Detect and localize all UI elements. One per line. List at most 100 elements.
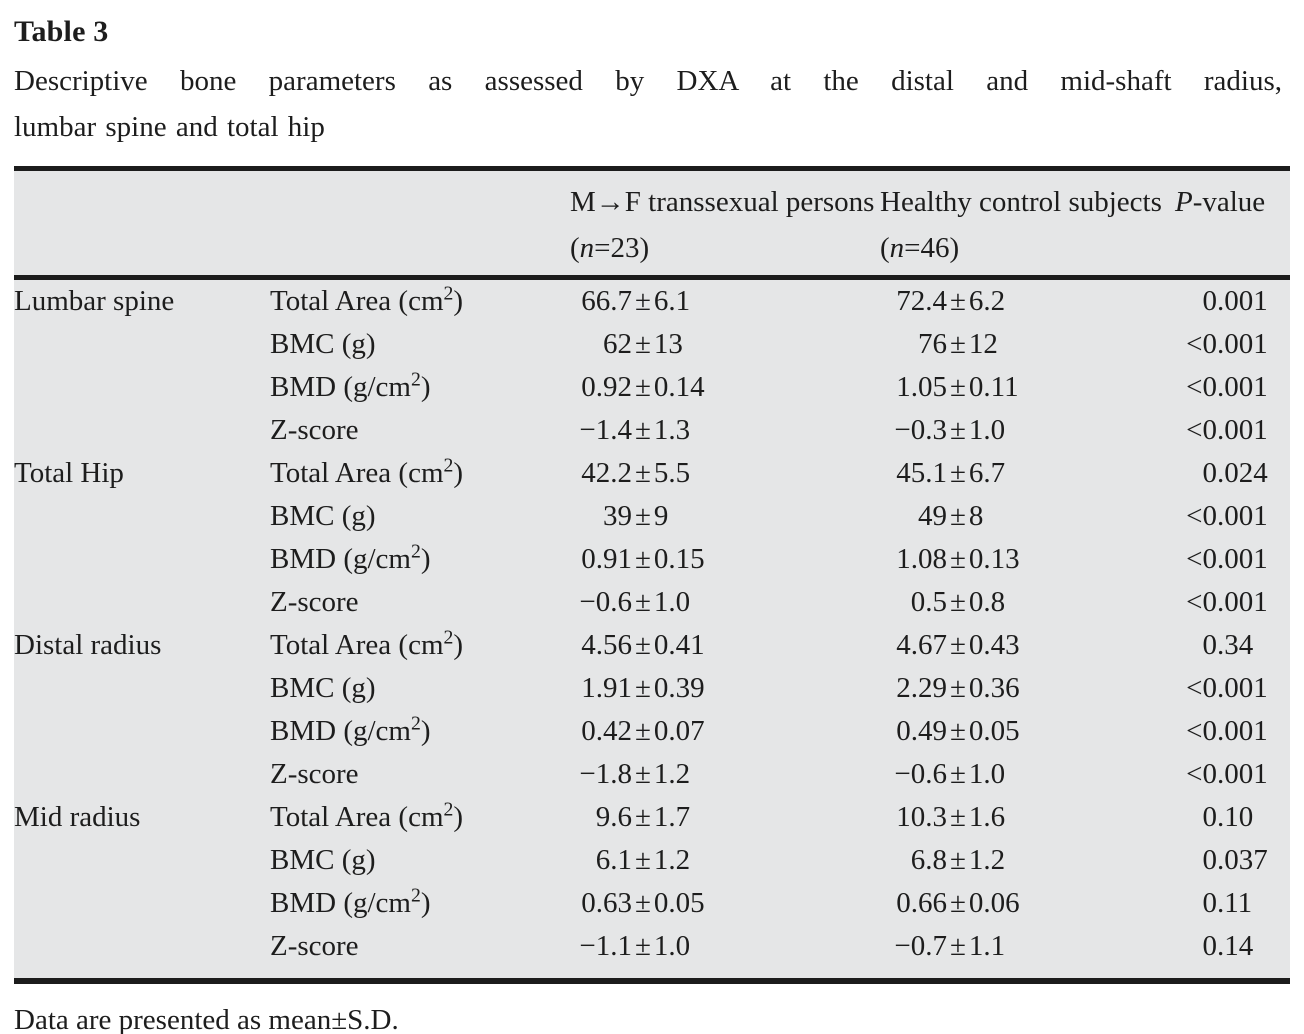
mtf-value-cell: −1.1 ±1.0 [579,930,691,962]
mtf-value-cell: 66.7 ±6.1 [581,285,691,317]
site-cell: Distal radius [14,629,162,661]
p-value-cell: <0.001 [1186,371,1268,403]
table-row: BMC (g) 1.91 ±0.39 2.29 ±0.36 <0.001 [14,667,1290,710]
table-row: BMC (g) 39 ±9 49 ±8 <0.001 [14,495,1290,538]
table-row: Mid radius Total Area (cm2) 9.6 ±1.7 10.3 ±1.… [14,796,1290,839]
parameter-cell: BMD (g/cm2) [270,540,431,575]
table-row: BMD (g/cm2) 0.42 ±0.07 0.49 ±0.05 <0.001 [14,710,1290,753]
site-cell: Lumbar spine [14,285,175,317]
parameter-cell: Z-score [270,414,359,446]
control-value-cell: 10.3 ±1.6 [896,801,1006,833]
table-row: BMC (g) 6.1 ±1.2 6.8 ±1.2 0.037 [14,839,1290,882]
site-cell [14,925,270,968]
control-group-header: Healthy control subjects (n=46) [880,171,1175,280]
parameter-cell: Total Area (cm2) [270,454,464,489]
site-cell [14,366,270,409]
control-value-cell: 45.1 ±6.7 [896,457,1006,489]
parameter-cell: BMD (g/cm2) [270,368,431,403]
table-row: Z-score −0.6 ±1.0 0.5 ±0.8 <0.001 [14,581,1290,624]
control-value-cell: −0.6 ±1.0 [894,758,1006,790]
site-cell [14,323,270,366]
mtf-value-cell: 6.1 ±1.2 [595,844,691,876]
p-value-cell: 0.34 [1202,629,1254,661]
control-value-cell: 72.4 ±6.2 [896,285,1006,317]
parameter-cell: BMC (g) [270,328,376,360]
table-row: BMD (g/cm2) 0.92 ±0.14 1.05 ±0.11 <0.001 [14,366,1290,409]
mtf-group-header: M→F transsexual persons (n=23) [570,171,880,280]
parameter-cell: Z-score [270,930,359,962]
header-row: M→F transsexual persons (n=23) Healthy c… [14,171,1290,280]
site-cell [14,581,270,624]
p-value-cell: 0.10 [1202,801,1254,833]
mtf-value-cell: −0.6 ±1.0 [579,586,691,618]
caption-line-1: Descriptive bone parameters as assessed … [14,65,1282,97]
control-value-cell: 6.8 ±1.2 [910,844,1006,876]
paper-page: Table 3 Descriptive bone parameters as a… [14,14,1290,1034]
parameter-header [270,171,570,280]
mtf-value-cell: 4.56 ±0.41 [581,629,705,661]
mtf-value-cell: 62 ±13 [603,328,683,360]
control-value-cell: −0.7 ±1.1 [894,930,1006,962]
table-caption: Descriptive bone parameters as assessed … [14,58,1282,150]
parameter-cell: Total Area (cm2) [270,798,464,833]
p-value-cell: 0.024 [1202,457,1268,489]
table-row: Z-score −1.4 ±1.3 −0.3 ±1.0 <0.001 [14,409,1290,452]
mtf-value-cell: 1.91 ±0.39 [581,672,705,704]
p-value-cell: <0.001 [1186,543,1268,575]
parameter-cell: Total Area (cm2) [270,282,464,317]
control-value-cell: 49 ±8 [918,500,984,532]
mtf-value-cell: 0.42 ±0.07 [581,715,705,747]
parameter-cell: BMD (g/cm2) [270,712,431,747]
table-row: Lumbar spine Total Area (cm2) 66.7 ±6.1 72.4… [14,278,1290,324]
control-value-cell: −0.3 ±1.0 [894,414,1006,446]
p-value-cell: <0.001 [1186,672,1268,704]
table-body: Lumbar spine Total Area (cm2) 66.7 ±6.1 72.4… [14,278,1290,969]
site-cell: Mid radius [14,801,141,833]
table-label: Table 3 [14,15,109,48]
site-cell [14,538,270,581]
p-value-cell: <0.001 [1186,715,1268,747]
p-value-cell: 0.14 [1202,930,1254,962]
p-value-cell: 0.001 [1202,285,1268,317]
control-value-cell: 1.08 ±0.13 [896,543,1020,575]
table-row: Z-score −1.1 ±1.0 −0.7 ±1.1 0.14 [14,925,1290,968]
table-row: BMD (g/cm2) 0.63 ±0.05 0.66 ±0.06 0.11 [14,882,1290,925]
site-cell: Total Hip [14,457,124,489]
p-value-cell: <0.001 [1186,586,1268,618]
table-row: Distal radius Total Area (cm2) 4.56 ±0.41 4.… [14,624,1290,667]
parameter-cell: BMC (g) [270,844,376,876]
p-value-cell: 0.11 [1202,887,1253,919]
parameter-cell: Z-score [270,758,359,790]
parameter-cell: BMC (g) [270,500,376,532]
caption-line-2: lumbar spine and total hip [14,111,325,143]
table-row: BMC (g) 62 ±13 76 ±12 <0.001 [14,323,1290,366]
table-row: BMD (g/cm2) 0.91 ±0.15 1.08 ±0.13 <0.001 [14,538,1290,581]
mtf-value-cell: 0.63 ±0.05 [581,887,705,919]
site-cell [14,710,270,753]
table-row: Z-score −1.8 ±1.2 −0.6 ±1.0 <0.001 [14,753,1290,796]
parameter-cell: BMC (g) [270,672,376,704]
site-cell [14,495,270,538]
control-value-cell: 2.29 ±0.36 [896,672,1020,704]
control-value-cell: 0.5 ±0.8 [910,586,1006,618]
mtf-value-cell: 9.6 ±1.7 [595,801,691,833]
control-value-cell: 76 ±12 [918,328,998,360]
site-header [14,171,270,280]
table-footnote: Data are presented as mean±S.D. [14,1004,399,1034]
p-value-header: P-value [1175,171,1290,280]
control-value-cell: 0.66 ±0.06 [896,887,1020,919]
control-value-cell: 0.49 ±0.05 [896,715,1020,747]
mtf-value-cell: 39 ±9 [603,500,669,532]
parameter-cell: Total Area (cm2) [270,626,464,661]
site-cell [14,839,270,882]
bone-parameters-table: M→F transsexual persons (n=23) Healthy c… [14,171,1290,968]
site-cell [14,882,270,925]
p-value-cell: <0.001 [1186,500,1268,532]
parameter-cell: BMD (g/cm2) [270,884,431,919]
control-value-cell: 4.67 ±0.43 [896,629,1020,661]
p-value-cell: <0.001 [1186,328,1268,360]
site-cell [14,753,270,796]
site-cell [14,409,270,452]
p-value-cell: 0.037 [1202,844,1268,876]
table-row: Total Hip Total Area (cm2) 42.2 ±5.5 45.1 ±6.… [14,452,1290,495]
